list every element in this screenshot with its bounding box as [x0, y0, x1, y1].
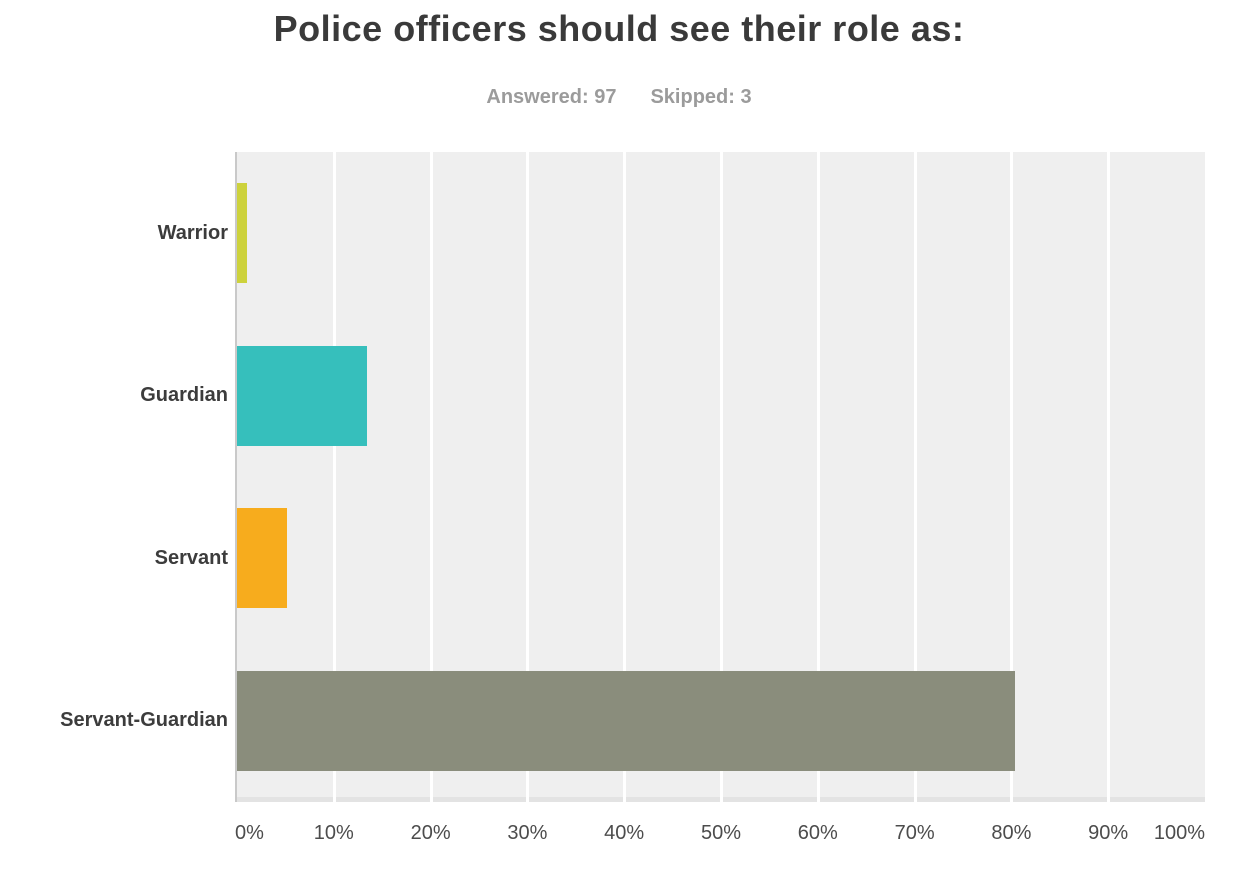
- gridline-70: [913, 152, 917, 802]
- x-tick-30: 30%: [507, 822, 548, 844]
- skipped-count: Skipped: 3: [650, 86, 752, 108]
- category-label-servant-guardian: Servant-Guardian: [60, 709, 228, 732]
- bar-warrior: [237, 183, 247, 284]
- gridline-40: [623, 152, 627, 802]
- x-tick-20: 20%: [410, 822, 451, 844]
- x-tick-90: 90%: [1088, 822, 1129, 844]
- bar-guardian: [237, 345, 367, 446]
- category-label-guardian: Guardian: [140, 384, 228, 407]
- x-tick-70: 70%: [894, 822, 935, 844]
- x-tick-10: 10%: [313, 822, 354, 844]
- gridline-30: [526, 152, 530, 802]
- category-label-warrior: Warrior: [157, 221, 228, 244]
- chart-title: Police officers should see their role as…: [273, 8, 965, 49]
- plot-area: [235, 152, 1205, 802]
- gridline-20: [429, 152, 433, 802]
- category-label-servant: Servant: [154, 546, 228, 569]
- x-tick-40: 40%: [604, 822, 645, 844]
- bar-servant-guardian: [237, 670, 1016, 771]
- bar-servant: [237, 508, 287, 609]
- x-tick-60: 60%: [797, 822, 838, 844]
- gridline-90: [1107, 152, 1111, 802]
- x-tick-0: 0%: [235, 822, 264, 844]
- x-axis-labels: 0% 10% 20% 30% 40% 50% 60% 70% 80% 90% 100%: [0, 822, 1238, 854]
- chart-subtitle: Answered: 97 Skipped: 3: [0, 86, 1238, 109]
- gridline-50: [720, 152, 723, 802]
- gridline-10: [332, 152, 336, 802]
- gridline-80: [1010, 152, 1014, 802]
- x-tick-80: 80%: [991, 822, 1032, 844]
- x-tick-100: 100%: [1153, 822, 1205, 844]
- answered-count: Answered: 97: [486, 86, 617, 108]
- x-tick-50: 50%: [700, 822, 742, 844]
- y-axis-labels: Warrior Guardian Servant Servant-Guardian: [0, 152, 228, 802]
- gridline-60: [816, 152, 820, 802]
